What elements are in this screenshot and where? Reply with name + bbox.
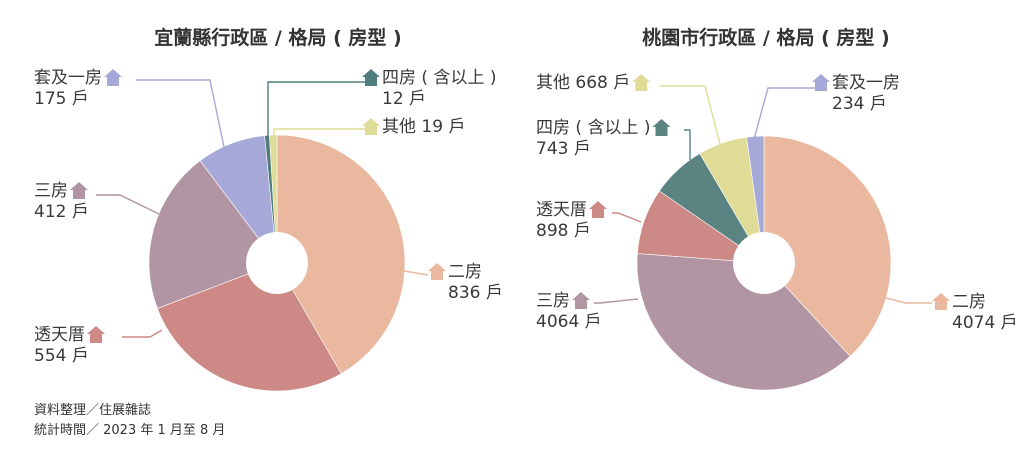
slice-category-label: 二房: [448, 262, 482, 282]
pie-slice-1: [763, 135, 892, 357]
house-icon: [362, 118, 380, 135]
slice-value-label: 554 戶: [34, 346, 89, 366]
slice-value-label: 234 戶: [832, 94, 887, 114]
house-icon: [589, 201, 607, 218]
slice-label-5: 其他 668 戶: [536, 73, 721, 145]
leader-line: [612, 212, 642, 223]
slice-label-5: 四房 ( 含以上 )12 戶: [267, 68, 496, 137]
donut-hole: [246, 232, 308, 294]
leader-line: [273, 128, 365, 137]
pie-slice-2: [156, 262, 342, 392]
house-icon: [362, 69, 380, 86]
leader-line: [267, 81, 366, 137]
leader-line: [96, 194, 160, 215]
pie-slice-2: [636, 253, 851, 391]
house-icon: [932, 293, 950, 310]
house-icon: [812, 74, 830, 91]
slice-category-label: 透天厝: [34, 325, 85, 345]
house-icon: [70, 182, 88, 199]
house-icon: [104, 69, 122, 86]
slice-value-label: 175 戶: [34, 89, 89, 109]
slice-category-label: 二房: [952, 292, 986, 312]
pie-slice-3: [148, 160, 278, 309]
slice-label-4: 四房 ( 含以上 )743 戶: [536, 118, 691, 160]
slice-value-label: 12 戶: [382, 89, 426, 109]
slice-category-label: 其他 19 戶: [382, 117, 465, 137]
slice-category-label: 套及一房: [34, 68, 102, 88]
slice-value-label: 743 戶: [536, 139, 591, 159]
leader-line: [122, 329, 163, 338]
leader-line: [594, 298, 639, 304]
pie-slice-6: [269, 134, 278, 264]
slice-category-label: 其他 668 戶: [536, 73, 630, 93]
chart-title: 桃園市行政區 / 格局 ( 房型 ): [642, 26, 889, 49]
leader-line: [684, 129, 691, 160]
house-icon: [428, 263, 446, 280]
leader-line: [660, 85, 721, 145]
slice-value-label: 4064 戶: [536, 312, 602, 332]
source-period: 統計時間／ 2023 年 1 月至 8 月: [34, 423, 226, 438]
slice-value-label: 836 戶: [448, 283, 503, 303]
slice-value-label: 898 戶: [536, 221, 591, 241]
leader-line: [403, 270, 429, 276]
slice-value-label: 412 戶: [34, 202, 89, 222]
pie-slice-1: [276, 134, 406, 375]
leader-line: [877, 295, 932, 304]
leader-line: [136, 79, 225, 148]
source-credit: 資料整理／住展雜誌: [34, 403, 152, 418]
slice-category-label: 四房 ( 含以上 ): [382, 68, 496, 88]
house-icon: [572, 292, 590, 309]
donut-hole: [733, 232, 795, 294]
slice-category-label: 四房 ( 含以上 ): [536, 118, 650, 138]
house-icon: [652, 119, 671, 136]
slice-value-label: 4074 戶: [952, 313, 1018, 333]
slice-category-label: 套及一房: [832, 73, 900, 93]
slice-label-6: 其他 19 戶: [273, 117, 465, 137]
chart-title: 宜蘭縣行政區 / 格局 ( 房型 ): [154, 26, 401, 49]
house-icon: [632, 74, 651, 91]
slice-category-label: 三房: [536, 291, 570, 311]
leader-line: [753, 87, 818, 140]
slice-category-label: 透天厝: [536, 200, 587, 220]
slice-category-label: 三房: [34, 181, 68, 201]
house-icon: [87, 326, 105, 343]
